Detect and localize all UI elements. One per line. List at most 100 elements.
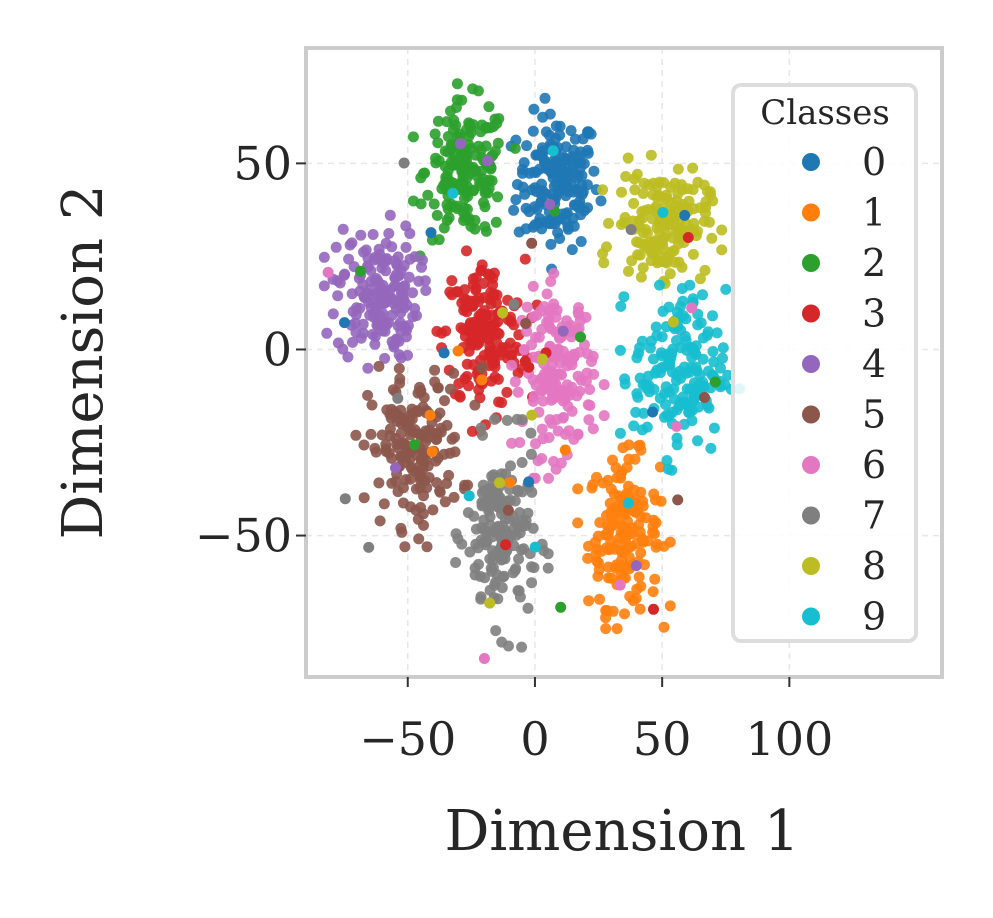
point-class-8	[701, 185, 713, 197]
point-class-2	[451, 78, 463, 90]
point-class-1	[597, 477, 609, 489]
point-class-8	[597, 184, 609, 196]
point-class-2	[429, 128, 441, 140]
point-class-0	[575, 236, 587, 247]
point-class-4	[557, 325, 569, 337]
point-class-8	[597, 248, 609, 260]
point-class-2	[409, 439, 420, 451]
series-7	[450, 413, 554, 653]
point-class-0	[540, 126, 552, 138]
point-class-7	[475, 422, 487, 434]
point-class-7	[505, 460, 516, 472]
point-class-5	[432, 382, 444, 394]
point-class-7	[508, 298, 520, 310]
point-class-5	[439, 395, 450, 407]
point-class-4	[376, 262, 388, 274]
point-class-5	[417, 463, 429, 475]
point-class-5	[430, 455, 442, 467]
point-class-9	[614, 344, 626, 356]
point-class-8	[716, 244, 728, 256]
point-class-8	[629, 184, 641, 196]
point-class-0	[528, 103, 540, 115]
point-class-2	[475, 165, 487, 177]
point-class-3	[501, 386, 513, 398]
point-class-5	[449, 431, 460, 443]
point-class-3	[523, 361, 535, 373]
point-class-0	[533, 163, 545, 175]
point-class-5	[391, 415, 403, 427]
point-class-3	[648, 603, 659, 615]
point-class-9	[622, 497, 634, 509]
point-class-5	[373, 360, 385, 372]
point-class-7	[450, 557, 462, 568]
point-class-8	[620, 171, 632, 182]
point-class-6	[478, 653, 490, 664]
point-class-3	[500, 342, 512, 353]
point-class-1	[615, 569, 627, 581]
plot-frame	[304, 46, 944, 679]
series-5	[350, 360, 481, 553]
point-class-6	[518, 344, 530, 356]
point-class-4	[355, 229, 367, 241]
point-class-0	[566, 244, 578, 256]
legend-marker-2	[802, 254, 820, 272]
point-class-6	[588, 368, 600, 380]
point-class-1	[631, 505, 643, 517]
point-class-7	[497, 571, 509, 583]
point-class-7	[542, 548, 554, 560]
legend-box	[731, 83, 918, 643]
point-class-7	[478, 514, 490, 526]
point-class-0	[551, 171, 563, 183]
legend-label-8: 8	[862, 544, 886, 588]
point-class-7	[487, 562, 499, 574]
point-class-5	[431, 477, 443, 489]
axis-ticks: −50 0 50 100 −50 0 50	[195, 136, 833, 766]
point-class-4	[327, 308, 339, 320]
x-axis-label: Dimension 1	[445, 799, 800, 864]
point-class-6	[521, 301, 533, 313]
point-class-2	[480, 140, 492, 152]
legend-marker-7	[802, 506, 820, 525]
point-class-5	[434, 485, 446, 497]
point-class-7	[456, 538, 468, 550]
point-class-7	[522, 507, 534, 519]
legend-label-3: 3	[862, 292, 886, 336]
point-class-8	[637, 262, 649, 274]
point-class-0	[425, 227, 437, 239]
scatter-points	[318, 78, 745, 664]
point-class-1	[664, 536, 676, 548]
point-class-9	[529, 541, 541, 553]
point-class-8	[687, 162, 699, 174]
point-class-1	[504, 477, 516, 489]
point-class-0	[530, 186, 542, 197]
point-class-0	[438, 347, 450, 359]
point-class-5	[383, 447, 395, 459]
point-class-9	[615, 300, 627, 312]
point-class-1	[637, 536, 649, 548]
point-class-6	[509, 376, 521, 388]
point-class-4	[347, 336, 358, 348]
point-class-8	[628, 173, 640, 185]
point-class-6	[583, 414, 595, 426]
point-class-6	[528, 390, 540, 402]
point-class-8	[637, 188, 649, 199]
point-class-5	[672, 494, 684, 506]
point-class-4	[388, 280, 400, 292]
legend-marker-3	[802, 304, 820, 323]
point-class-9	[447, 187, 459, 199]
point-class-6	[514, 437, 526, 448]
point-class-7	[516, 641, 528, 653]
point-class-1	[637, 495, 649, 507]
point-class-9	[692, 435, 703, 447]
point-class-6	[614, 579, 626, 591]
point-class-9	[688, 389, 700, 401]
point-class-2	[509, 142, 521, 154]
point-class-9	[708, 356, 720, 368]
point-class-9	[651, 330, 663, 341]
point-class-2	[489, 145, 501, 157]
point-class-4	[390, 269, 402, 281]
point-class-9	[707, 310, 718, 322]
point-class-1	[619, 608, 630, 620]
point-class-4	[381, 253, 393, 265]
point-class-1	[583, 595, 595, 607]
